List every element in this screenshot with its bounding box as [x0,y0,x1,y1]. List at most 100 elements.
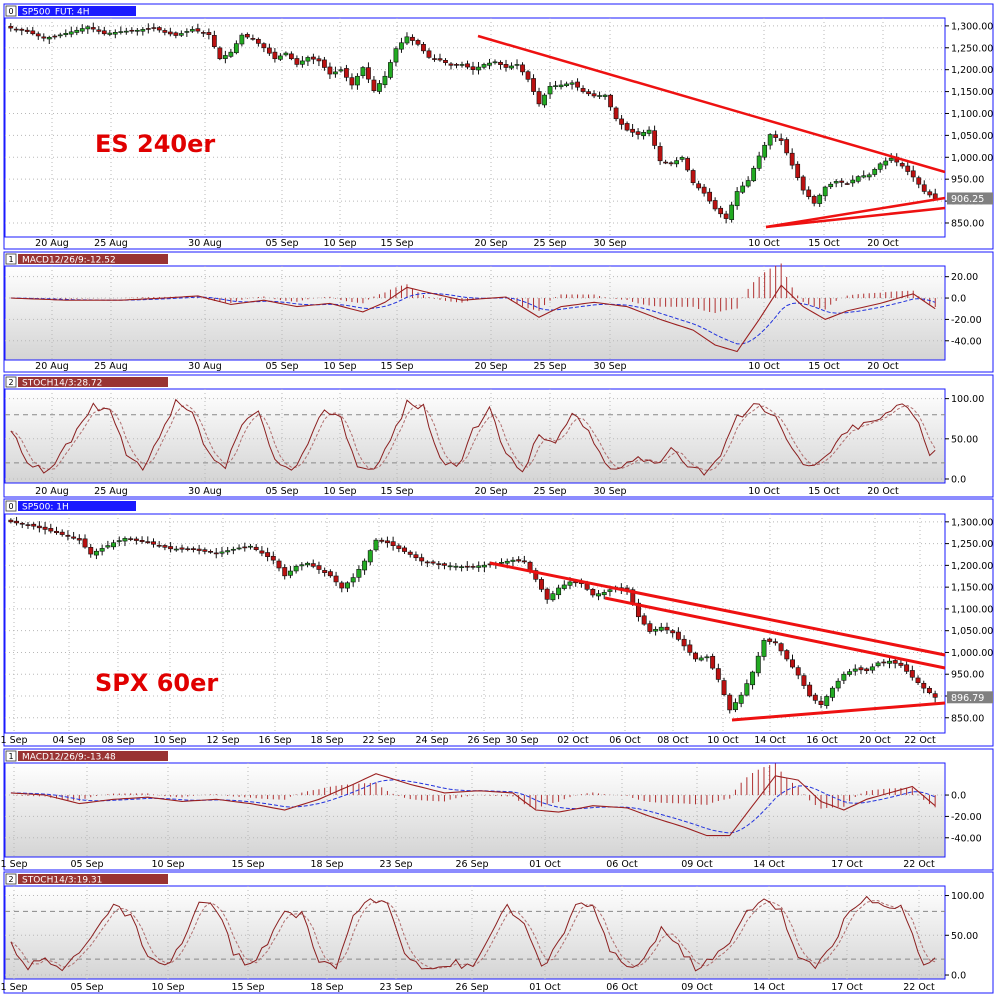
x-tick-label: 05 Sep [265,361,298,372]
up-candle [751,167,757,182]
down-candle [24,29,30,32]
tab-index-box[interactable] [5,5,17,17]
up-candle [569,82,575,85]
tab-index-box[interactable] [5,500,17,512]
down-candle [898,662,904,666]
y-tick-label: 1,000.00 [951,153,993,164]
middle-trendline [604,596,946,670]
indicator-tab[interactable] [18,6,136,16]
tab-index-box[interactable] [5,873,17,885]
x-tick-label: 18 Sep [310,859,343,870]
down-candle [701,186,707,194]
up-candle [492,61,498,64]
down-candle [276,560,282,569]
down-candle [723,213,729,219]
x-tick-label: 17 Oct [831,982,863,993]
x-tick-label: 15 Oct [808,361,840,372]
down-candle [244,34,250,38]
down-candle [608,94,613,108]
down-candle [464,565,470,568]
y-tick-label: -40.00 [951,336,982,347]
y-tick-label: 20.00 [951,272,978,283]
down-candle [145,541,151,544]
up-candle [373,539,379,551]
last-price-label: 906.25 [951,194,984,205]
up-candle [68,31,74,35]
x-tick-label: 18 Sep [310,735,343,746]
down-candle [8,26,14,29]
x-tick-label: 05 Sep [70,859,103,870]
down-candle [101,30,107,35]
spx-label: SPX 60er [95,669,218,697]
up-candle [883,160,889,166]
down-candle [784,650,790,660]
down-candle [544,588,550,600]
up-candle [596,593,601,597]
down-candle [892,660,898,664]
down-candle [59,531,65,535]
up-candle [355,75,360,86]
up-candle [382,75,388,86]
down-candle [905,165,911,172]
up-candle [112,32,118,35]
x-tick-label: 09 Oct [681,982,713,993]
y-tick-label: 1,300.00 [951,517,993,528]
indicator-tab[interactable] [18,377,168,387]
panel-es-stoch: 2 STOCH14/3:28.72 100.00 50.00 0.0 20 Aug 25 A… [3,374,994,498]
down-candle [30,30,36,35]
up-candle [833,181,839,184]
down-candle [327,571,333,577]
x-tick-label: 23 Sep [379,859,412,870]
down-candle [190,548,196,551]
stoch-k-line [10,398,936,476]
up-candle [140,29,146,32]
up-candle [222,55,228,59]
x-tick-label: 17 Oct [831,859,863,870]
down-candle [818,700,824,705]
down-candle [316,565,322,570]
down-candle [685,158,691,171]
y-tick-label: 0.0 [951,294,966,305]
down-candle [179,547,185,550]
indicator-tab[interactable] [18,254,168,264]
macd-line [10,284,936,353]
macd-histogram [15,263,936,313]
down-candle [88,547,94,555]
x-tick-label: 20 Oct [867,486,899,497]
up-candle [356,568,362,578]
down-candle [41,36,47,39]
down-candle [687,644,693,653]
indicator-tab[interactable] [18,501,136,511]
up-candle [744,683,750,696]
down-candle [133,538,139,541]
x-tick-label: 15 Oct [808,486,840,497]
down-candle [921,682,927,689]
down-candle [366,67,371,80]
down-candle [217,47,223,60]
tab-index: 2 [8,378,13,387]
plot-area [4,513,946,734]
down-candle [520,64,525,73]
y-tick-label: 0.0 [951,474,966,485]
up-candle [305,57,311,62]
down-candle [426,50,432,58]
down-candle [712,200,718,210]
indicator-tab[interactable] [18,751,168,761]
down-candle [533,570,539,580]
down-candle [282,567,288,577]
indicator-tab-label: SP500: 1H [22,503,69,513]
panel-spx-stoch: 2 STOCH14/3:19.31 100.00 50.00 0.0 1 Sep 05 Se… [1,871,994,994]
stoch-k-line [10,895,936,972]
up-candle [236,547,242,550]
down-candle [442,563,447,566]
down-candle [272,51,278,60]
down-candle [261,43,267,49]
up-candle [597,95,602,97]
down-candle [531,78,536,92]
indicator-tab[interactable] [18,874,168,884]
tab-index-box[interactable] [5,253,17,265]
tab-index-box[interactable] [5,750,17,762]
down-candle [173,32,179,36]
down-candle [767,638,773,642]
tab-index-box[interactable] [5,376,17,388]
